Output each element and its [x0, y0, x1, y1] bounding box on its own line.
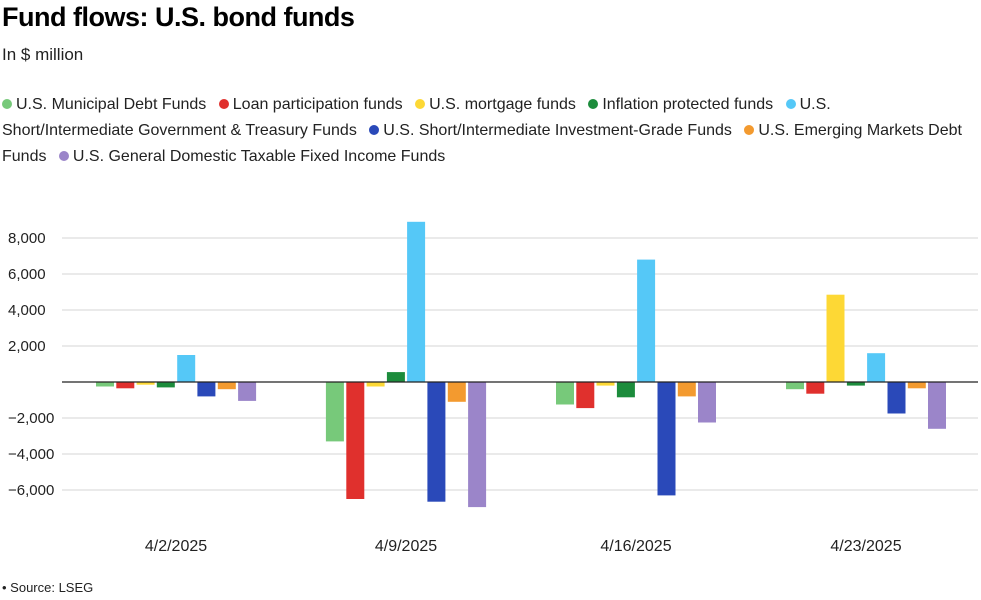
bar: [887, 382, 906, 414]
bar: [468, 382, 487, 508]
bar: [346, 382, 365, 499]
bar: [616, 382, 635, 398]
bar: [907, 382, 926, 389]
x-category-label: 4/23/2025: [830, 538, 901, 555]
bar: [867, 353, 886, 382]
x-category-label: 4/2/2025: [145, 538, 207, 555]
bar: [576, 382, 595, 409]
bar: [677, 382, 696, 397]
legend-swatch: [785, 99, 796, 109]
bar: [325, 382, 344, 442]
chart-legend: U.S. Municipal Debt Funds Loan participa…: [2, 92, 962, 170]
bar: [826, 294, 845, 382]
legend-label: U.S. Emerging Markets Debt Funds: [2, 122, 962, 165]
legend-swatch: [2, 99, 12, 109]
bar: [366, 382, 385, 387]
y-tick-label: 2,000: [8, 338, 46, 355]
legend-label: U.S. mortgage funds: [429, 96, 576, 113]
bar: [447, 382, 466, 402]
bar: [407, 221, 426, 382]
legend-item: U.S. Short/Intermediate Investment-Grade…: [369, 122, 740, 139]
bar: [238, 382, 257, 401]
y-tick-label: 4,000: [8, 302, 46, 319]
legend-item: U.S. Municipal Debt Funds: [2, 96, 214, 113]
bar: [806, 382, 825, 394]
chart-subtitle: In $ million: [2, 45, 84, 64]
x-category-label: 4/16/2025: [600, 538, 671, 555]
legend-item: U.S. Short/Intermediate Government & Tre…: [2, 96, 831, 139]
legend-item: U.S. mortgage funds: [415, 96, 584, 113]
legend-swatch: [369, 125, 380, 135]
legend-label: U.S. General Domestic Taxable Fixed Inco…: [72, 148, 446, 165]
x-category-label: 4/9/2025: [375, 538, 437, 555]
legend-label: Inflation protected funds: [602, 96, 774, 113]
y-tick-label: 6,000: [8, 266, 46, 283]
legend-item: Inflation protected funds: [588, 96, 781, 113]
source-note: • Source: LSEG: [2, 580, 94, 595]
legend-swatch: [218, 99, 229, 109]
bar: [156, 382, 175, 388]
legend-swatch: [415, 99, 426, 109]
legend-item: U.S. Emerging Markets Debt Funds: [2, 122, 962, 165]
legend-label: U.S. Short/Intermediate Government & Tre…: [2, 96, 831, 139]
bar: [177, 355, 196, 382]
bar: [217, 382, 236, 390]
bar: [846, 382, 865, 386]
bar-chart: 8,000 6,000 4,000 2,000 −2,000 −4,000 −6,000 4/…: [8, 221, 978, 555]
legend-label: U.S. Municipal Debt Funds: [16, 96, 207, 113]
legend-item: Loan participation funds: [218, 96, 411, 113]
chart-title: Fund flows: U.S. bond funds: [2, 2, 355, 32]
legend-swatch: [58, 151, 69, 161]
y-tick-label: −2,000: [8, 410, 54, 427]
bar: [556, 382, 574, 405]
bar: [637, 259, 656, 382]
legend-item: U.S. General Domestic Taxable Fixed Inco…: [58, 148, 453, 165]
legend-label: U.S. Short/Intermediate Investment-Grade…: [383, 122, 732, 139]
y-tick-label: −6,000: [8, 482, 54, 499]
bar: [786, 382, 804, 390]
bar: [136, 382, 155, 385]
legend-swatch: [588, 99, 599, 109]
bar: [928, 382, 946, 429]
bar: [197, 382, 216, 397]
bar: [698, 382, 716, 423]
y-tick-label: 8,000: [8, 230, 46, 247]
bar: [386, 372, 405, 382]
bar: [427, 382, 446, 502]
legend-label: Loan participation funds: [232, 96, 403, 113]
bar: [596, 382, 615, 386]
bar: [96, 382, 114, 387]
legend-swatch: [744, 125, 755, 135]
bar: [657, 382, 676, 496]
bar: [116, 382, 135, 389]
y-tick-label: −4,000: [8, 446, 54, 463]
